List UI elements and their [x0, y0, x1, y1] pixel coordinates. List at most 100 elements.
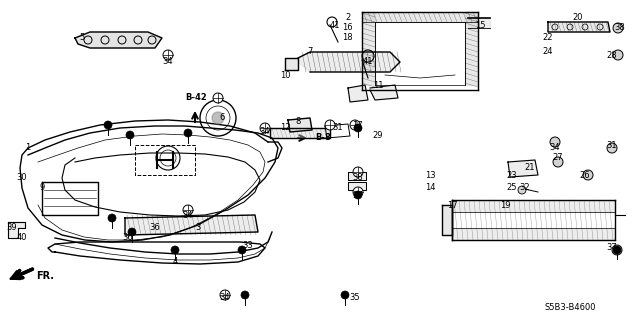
Circle shape: [238, 246, 246, 254]
Text: 34: 34: [260, 128, 270, 137]
Text: 1: 1: [26, 144, 31, 152]
Circle shape: [126, 131, 134, 139]
Text: 39: 39: [6, 224, 17, 233]
Circle shape: [518, 186, 526, 194]
Circle shape: [108, 214, 116, 222]
Polygon shape: [548, 22, 610, 32]
Text: 32: 32: [520, 183, 531, 192]
Polygon shape: [288, 118, 312, 132]
Polygon shape: [348, 182, 366, 190]
Text: 21: 21: [525, 164, 535, 173]
Polygon shape: [508, 160, 538, 177]
Circle shape: [612, 245, 622, 255]
Text: 24: 24: [543, 48, 553, 56]
Circle shape: [104, 121, 112, 129]
Circle shape: [260, 123, 270, 133]
Text: 12: 12: [280, 123, 291, 132]
Text: 23: 23: [507, 170, 517, 180]
Text: 41: 41: [363, 57, 373, 66]
Polygon shape: [125, 215, 258, 235]
Circle shape: [213, 93, 223, 103]
Circle shape: [353, 187, 363, 197]
Polygon shape: [298, 52, 400, 72]
Polygon shape: [75, 32, 162, 48]
Text: 25: 25: [507, 183, 517, 192]
Polygon shape: [270, 128, 330, 138]
Circle shape: [183, 205, 193, 215]
Text: 34: 34: [550, 144, 560, 152]
Circle shape: [341, 291, 349, 299]
Text: 34: 34: [163, 57, 173, 66]
Text: 33: 33: [243, 241, 253, 249]
Text: 8: 8: [295, 117, 301, 127]
Text: 9: 9: [40, 183, 45, 192]
Circle shape: [354, 124, 362, 132]
Text: 27: 27: [553, 153, 563, 162]
Text: 31: 31: [333, 123, 343, 132]
Text: 37: 37: [353, 121, 364, 130]
Text: 35: 35: [349, 293, 360, 302]
Circle shape: [171, 246, 179, 254]
Circle shape: [550, 137, 560, 147]
Text: 4: 4: [172, 257, 178, 266]
Text: 20: 20: [573, 13, 583, 23]
Circle shape: [353, 167, 363, 177]
Text: 34: 34: [220, 293, 230, 302]
Circle shape: [607, 143, 617, 153]
Circle shape: [613, 50, 623, 60]
Text: 16: 16: [342, 24, 352, 33]
Circle shape: [212, 112, 224, 124]
Text: 38: 38: [614, 24, 625, 33]
Text: 31: 31: [607, 140, 618, 150]
Polygon shape: [285, 58, 298, 70]
Text: B-8: B-8: [315, 133, 331, 143]
Circle shape: [553, 157, 563, 167]
Text: 30: 30: [17, 174, 28, 182]
Circle shape: [613, 246, 621, 254]
Circle shape: [163, 50, 173, 60]
FancyArrowPatch shape: [14, 269, 33, 278]
Text: 17: 17: [447, 201, 458, 210]
Text: 13: 13: [425, 170, 435, 180]
Text: 37: 37: [607, 243, 618, 253]
Text: 2: 2: [346, 13, 351, 23]
Text: 7: 7: [307, 48, 313, 56]
Text: 3: 3: [195, 224, 201, 233]
Text: 38: 38: [353, 174, 364, 182]
Text: 22: 22: [543, 33, 553, 42]
Text: S5B3-B4600: S5B3-B4600: [544, 303, 596, 313]
Text: 10: 10: [280, 70, 291, 79]
Text: 37: 37: [353, 190, 364, 199]
Polygon shape: [370, 85, 398, 100]
Circle shape: [354, 191, 362, 199]
Circle shape: [613, 23, 623, 33]
Text: 18: 18: [342, 33, 352, 42]
Text: FR.: FR.: [36, 271, 54, 281]
Text: 36: 36: [123, 234, 133, 242]
Text: 40: 40: [17, 234, 28, 242]
Text: 6: 6: [220, 114, 225, 122]
Text: 41: 41: [330, 20, 340, 29]
Text: 26: 26: [580, 170, 590, 180]
Polygon shape: [442, 205, 452, 235]
Circle shape: [350, 120, 360, 130]
Text: 14: 14: [425, 183, 435, 192]
Circle shape: [241, 291, 249, 299]
Text: 5: 5: [79, 33, 84, 42]
Circle shape: [128, 228, 136, 236]
Polygon shape: [348, 172, 366, 180]
Text: 28: 28: [607, 50, 618, 60]
Text: 34: 34: [182, 211, 193, 219]
Circle shape: [325, 120, 335, 130]
Polygon shape: [8, 222, 25, 238]
Circle shape: [184, 129, 192, 137]
Text: 29: 29: [372, 130, 383, 139]
Text: B-42: B-42: [185, 93, 207, 102]
Polygon shape: [348, 85, 368, 102]
Text: 19: 19: [500, 201, 510, 210]
Text: 36: 36: [150, 224, 161, 233]
Text: 11: 11: [372, 80, 383, 90]
Text: 15: 15: [475, 20, 485, 29]
Circle shape: [583, 170, 593, 180]
Circle shape: [220, 290, 230, 300]
